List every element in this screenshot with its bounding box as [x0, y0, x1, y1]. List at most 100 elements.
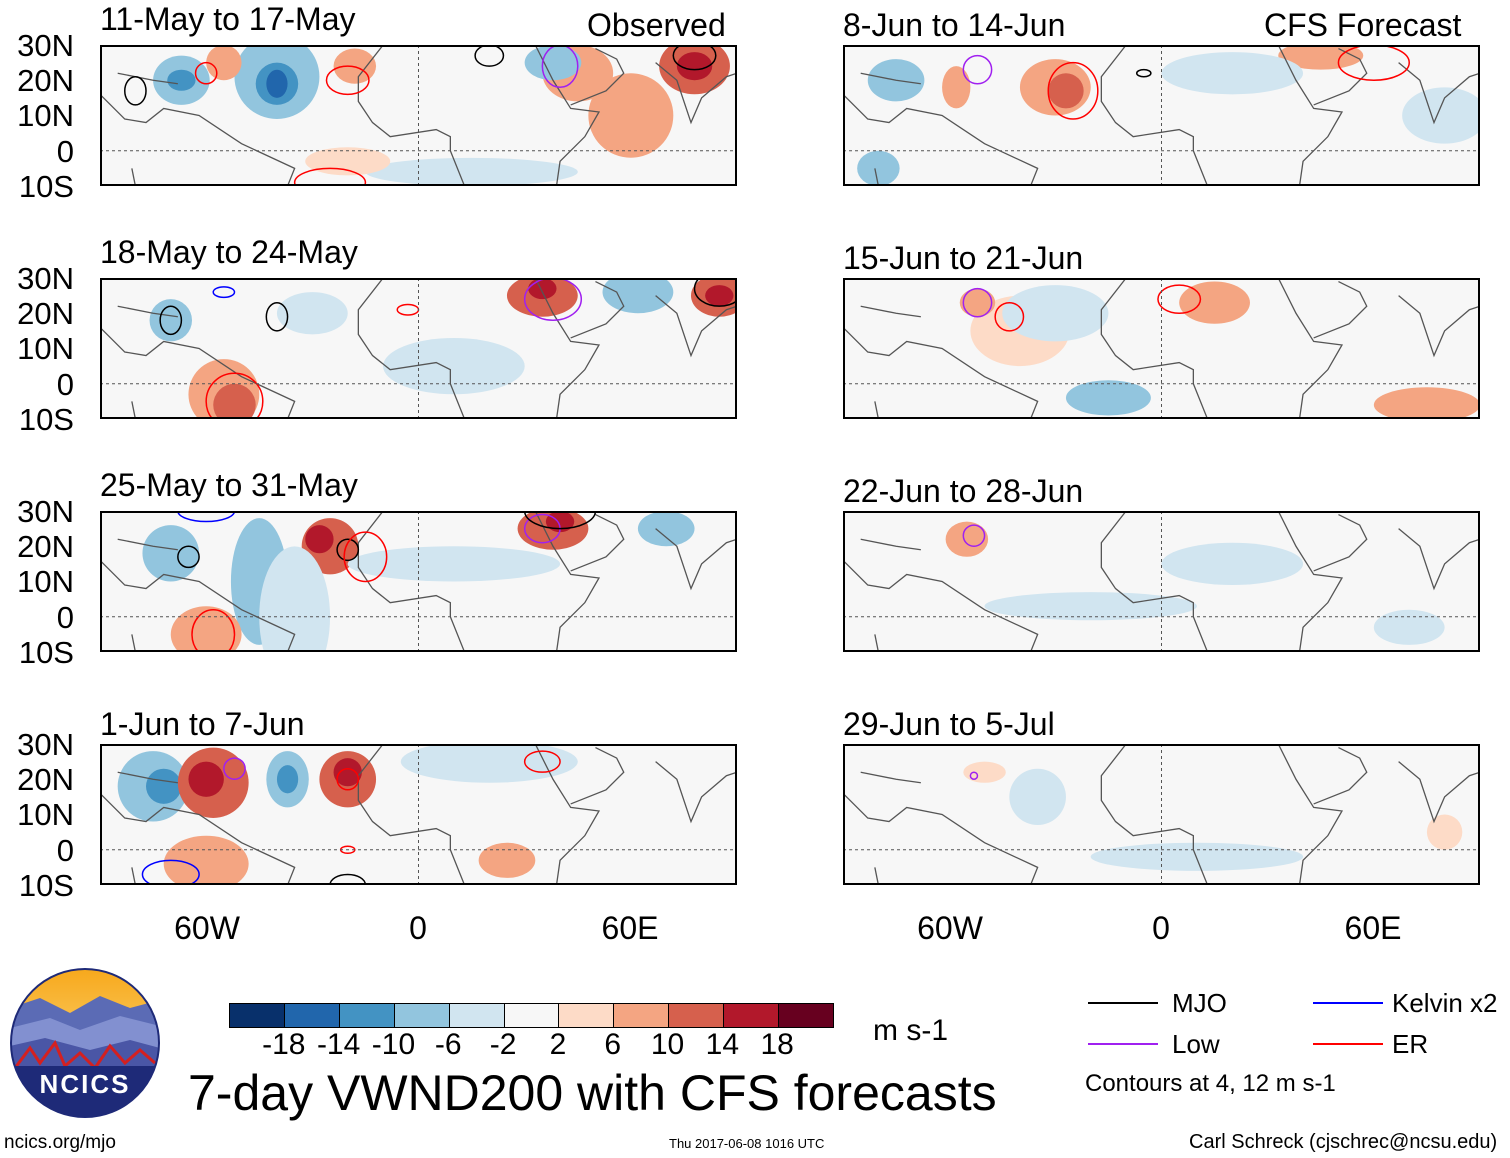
legend-line-low [1088, 1043, 1158, 1045]
wind-anomaly-shading [945, 521, 989, 557]
wind-anomaly-shading [637, 511, 695, 547]
wave-contour [205, 372, 264, 419]
coastline [655, 528, 737, 591]
wave-contour [177, 545, 200, 569]
coastline [570, 746, 625, 805]
colorbar-swatch [230, 1004, 284, 1027]
wind-anomaly-shading [1048, 73, 1084, 109]
wind-anomaly-shading [347, 546, 561, 582]
coastline [357, 45, 466, 186]
legend-label-mjo: MJO [1172, 988, 1227, 1018]
legend-label-low: Low [1172, 1029, 1220, 1059]
coastline [860, 771, 921, 784]
lat-label: 0 [56, 600, 74, 635]
footer-url[interactable]: ncics.org/mjo [4, 1132, 116, 1153]
wind-anomaly-shading [170, 606, 242, 652]
wind-anomaly-shading [142, 525, 200, 582]
coastline [1398, 295, 1480, 358]
wave-contour [343, 531, 388, 583]
wind-anomaly-shading [305, 525, 334, 554]
lat-label: 10N [17, 797, 74, 832]
coastline [1100, 278, 1209, 419]
panel-title: 8-Jun to 14-Jun [843, 7, 1066, 43]
colorbar-tick-label: 18 [760, 1028, 794, 1061]
coastline [874, 168, 880, 186]
map-frame [843, 278, 1480, 419]
wind-anomaly-shading [333, 48, 377, 84]
coastline [100, 559, 296, 652]
map-frame [100, 278, 737, 419]
coastline [570, 513, 625, 572]
panel-title: 22-Jun to 28-Jun [843, 473, 1084, 509]
lat-label: 0 [56, 134, 74, 169]
lat-label: 20N [17, 296, 74, 331]
map-frame [843, 744, 1480, 885]
colorbar-swatch [338, 1004, 394, 1027]
colorbar-swatch [283, 1004, 339, 1027]
lat-label: 10S [18, 402, 74, 437]
wind-anomaly-shading [984, 592, 1197, 621]
coastline [1277, 278, 1344, 419]
wave-contour [962, 287, 993, 318]
wind-anomaly-shading [1161, 542, 1304, 585]
colorbar-swatch [393, 1004, 449, 1027]
coastline [357, 744, 466, 885]
wave-contour [329, 873, 367, 885]
coastline [1277, 45, 1344, 186]
wind-anomaly-shading [705, 285, 734, 307]
coastline [117, 538, 178, 551]
wind-anomaly-shading [163, 835, 249, 885]
wind-anomaly-shading [1426, 814, 1463, 850]
coastline [117, 771, 178, 784]
coastline [131, 867, 137, 885]
wave-contour [969, 771, 979, 780]
wind-anomaly-shading [213, 383, 256, 419]
map-background [843, 45, 1480, 186]
map-background [843, 278, 1480, 419]
coastline [1277, 744, 1344, 885]
lat-label: 10N [17, 98, 74, 133]
wave-contour [672, 45, 717, 71]
wind-anomaly-shading [1161, 52, 1304, 95]
wind-anomaly-shading [333, 758, 362, 787]
colorbar-tick-label: -10 [371, 1028, 416, 1061]
colorbar-tick-label: 10 [650, 1028, 685, 1061]
footer-credit: Carl Schreck (cjschrec@ncsu.edu) [1189, 1131, 1498, 1153]
map-panel-forecast-1 [843, 45, 1480, 186]
lat-label: 20N [17, 63, 74, 98]
wind-anomaly-shading [1278, 45, 1364, 70]
observed-label: Observed [587, 7, 726, 43]
lat-label: 10S [18, 169, 74, 204]
wind-anomaly-shading [276, 765, 299, 794]
wind-anomaly-shading [963, 761, 1006, 783]
coastline [1398, 62, 1480, 125]
colorbar-swatch [448, 1004, 504, 1027]
colorbar-swatch [668, 1004, 724, 1027]
wind-anomaly-shading [146, 768, 182, 804]
colorbar-swatch [723, 1004, 779, 1027]
wave-contour [994, 301, 1025, 332]
map-frame [100, 45, 737, 186]
wave-contour [336, 538, 360, 562]
legend-line-mjo [1088, 1002, 1158, 1004]
coastline [100, 326, 296, 419]
wind-anomaly-shading [365, 157, 578, 186]
wave-contour [523, 750, 561, 773]
wind-anomaly-shading [149, 299, 193, 342]
coastline [1100, 511, 1209, 652]
colorbar-swatch [778, 1004, 833, 1027]
coastline [1277, 511, 1344, 652]
coastline [860, 538, 921, 551]
map-frame [843, 511, 1480, 652]
wind-anomaly-shading [188, 761, 224, 797]
lat-label: 10S [18, 868, 74, 903]
panel-title: 15-Jun to 21-Jun [843, 240, 1084, 276]
wind-anomaly-shading [588, 73, 674, 158]
colorbar-tick-label: 6 [604, 1028, 622, 1061]
wave-contour [293, 167, 367, 186]
wind-anomaly-shading [167, 69, 196, 91]
wave-contour [962, 524, 986, 547]
lat-label: 20N [17, 762, 74, 797]
coastline [843, 326, 1039, 419]
panel-title: 1-Jun to 7-Jun [100, 706, 305, 742]
